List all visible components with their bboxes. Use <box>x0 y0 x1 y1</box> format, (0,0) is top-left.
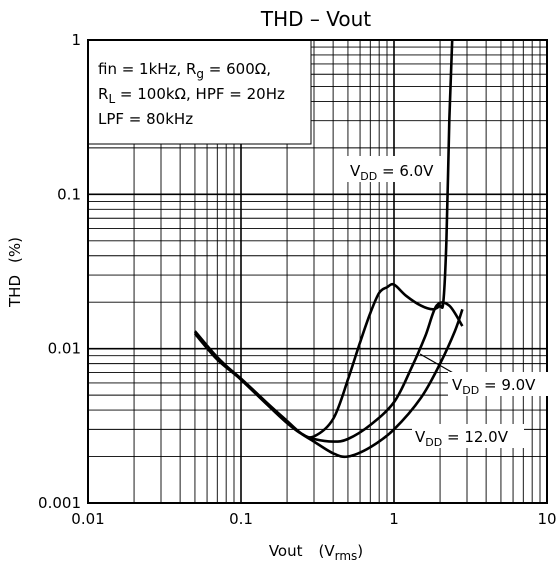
series-label-vdd-9-sub: DD <box>462 384 479 397</box>
series-label-vdd-12-tail: = 12.0V <box>442 428 509 446</box>
y-tick-labels: 0.001 0.01 0.1 1 <box>38 31 81 512</box>
series-label-vdd-9-background <box>448 372 548 396</box>
series-label-vdd-12-background <box>412 424 524 448</box>
series-label-vdd-6-background <box>346 156 446 182</box>
series-label-vdd-9-main: V <box>452 376 463 394</box>
series-label-vdd-12-sub: DD <box>425 436 442 449</box>
series-label-vdd-12-text: VDD = 12.0V <box>415 428 509 449</box>
x-tick-label: 1 <box>389 510 399 528</box>
series-label-vdd-12-main: V <box>415 428 426 446</box>
conditions-line-2: RL = 100kΩ, HPF = 20Hz <box>98 85 285 106</box>
conditions-line-1-tail: = 600Ω, <box>204 60 271 78</box>
conditions-line-2-sub: L <box>108 92 115 106</box>
conditions-line-3: LPF = 80kHz <box>98 110 193 128</box>
series-line-vdd-9 <box>193 301 464 443</box>
y-axis-label: THD <box>6 275 24 308</box>
series-label-vdd-6-sub: DD <box>360 170 377 183</box>
chart-title: THD – Vout <box>260 7 371 31</box>
conditions-line-2-tail: = 100kΩ, HPF = 20Hz <box>115 85 285 103</box>
x-tick-label: 0.01 <box>71 510 104 528</box>
x-tick-label: 0.1 <box>229 510 253 528</box>
x-axis-title: Vout (Vrms) <box>269 542 363 563</box>
series-lines <box>193 39 464 459</box>
x-tick-labels: 0.01 0.1 1 10 <box>71 510 556 528</box>
series-label-vdd-9-tail: = 9.0V <box>479 376 536 394</box>
conditions-box-background <box>87 39 312 145</box>
series-label-vdd-9: VDD = 9.0V <box>419 353 548 397</box>
x-axis-label: Vout <box>269 542 303 560</box>
conditions-line-1-main: fin = 1kHz, R <box>98 60 196 78</box>
conditions-box: fin = 1kHz, Rg = 600Ω, RL = 100kΩ, HPF =… <box>87 39 312 145</box>
y-tick-label: 0.1 <box>57 185 81 203</box>
x-axis-unit-sub: rms <box>335 549 358 563</box>
series-line-vdd-12 <box>193 308 464 459</box>
y-tick-label: 0.01 <box>48 340 81 358</box>
y-axis-title: THD (%) <box>6 237 24 308</box>
x-tick-label: 10 <box>537 510 556 528</box>
series-label-vdd-6-main: V <box>350 162 361 180</box>
series-label-vdd-6: VDD = 6.0V <box>346 156 446 183</box>
plot-frame <box>87 39 548 504</box>
x-axis-unit-close: ) <box>357 542 363 560</box>
series-label-vdd-9-text: VDD = 9.0V <box>452 376 536 397</box>
x-axis-unit-main: V <box>324 542 335 560</box>
series-label-vdd-6-text: VDD = 6.0V <box>350 162 434 183</box>
series-label-vdd-6-tail: = 6.0V <box>377 162 434 180</box>
x-axis-unit-open: ( <box>319 542 325 560</box>
y-tick-label: 1 <box>71 31 81 49</box>
series-label-vdd-12: VDD = 12.0V <box>412 424 524 449</box>
conditions-line-1: fin = 1kHz, Rg = 600Ω, <box>98 60 271 81</box>
y-tick-label: 0.001 <box>38 494 81 512</box>
conditions-line-2-main: R <box>98 85 108 103</box>
y-axis-unit: (%) <box>6 237 24 263</box>
conditions-line-1-sub: g <box>196 67 204 81</box>
